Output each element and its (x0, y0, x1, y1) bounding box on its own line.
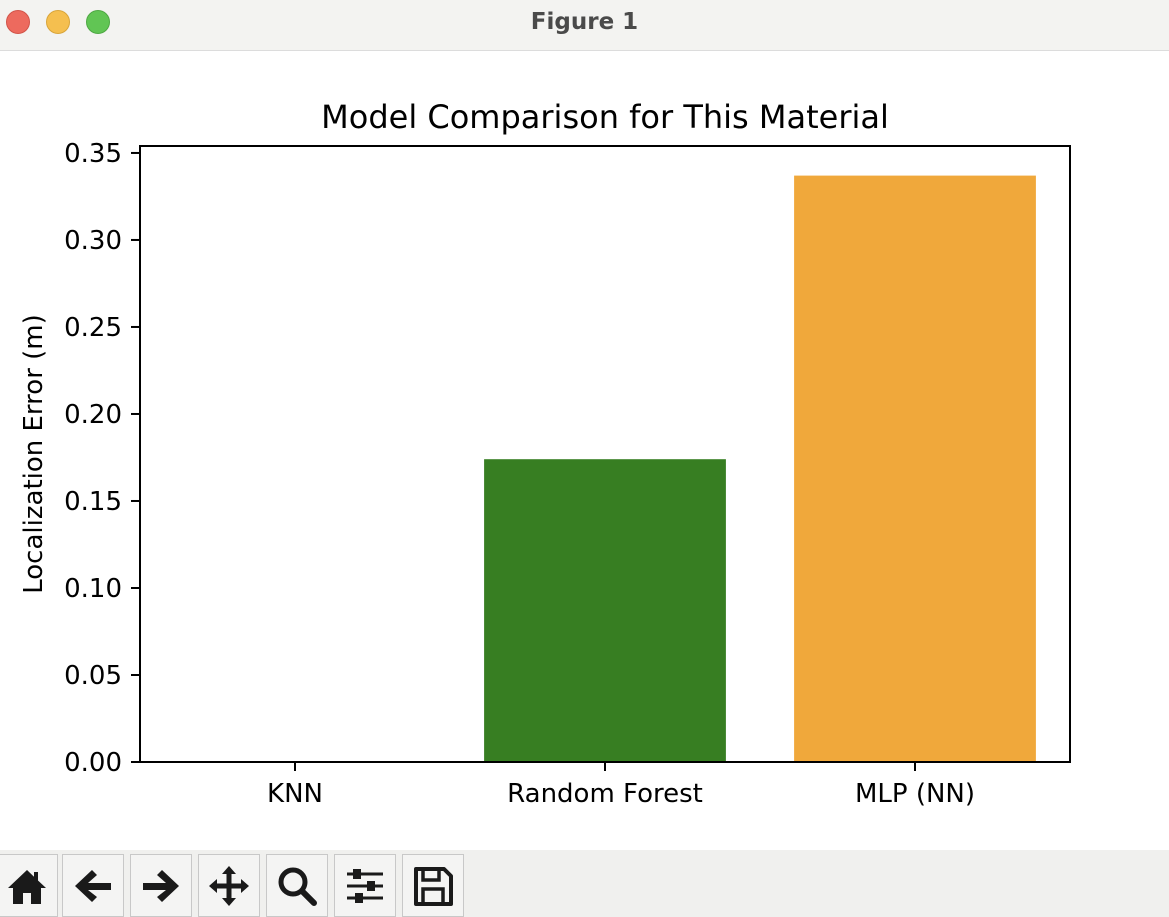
y-tick-label: 0.25 (64, 313, 122, 343)
home-icon (8, 869, 46, 904)
navigation-toolbar (0, 850, 1169, 917)
y-tick-label: 0.00 (64, 748, 122, 778)
y-tick-label: 0.35 (64, 139, 122, 169)
plot-area: 0.00 0.05 0.10 0.15 0.20 0.25 0.30 0.35 KNN Rando… (0, 51, 1169, 850)
bars-layer (484, 175, 1036, 763)
magnifier-icon (278, 867, 317, 906)
maximize-window-button[interactable] (86, 10, 110, 34)
y-tick-label: 0.20 (64, 400, 122, 430)
back-button[interactable] (62, 854, 124, 917)
bar-random-forest (484, 459, 726, 762)
floppy-disk-icon (414, 866, 453, 906)
zoom-button[interactable] (266, 854, 328, 917)
x-tick-label: Random Forest (507, 779, 703, 809)
home-button[interactable] (0, 854, 58, 917)
y-tick-label: 0.15 (64, 487, 122, 517)
bar-mlp-nn (794, 175, 1036, 763)
x-tick-label: MLP (NN) (855, 779, 975, 809)
y-tick-label: 0.10 (64, 574, 122, 604)
y-tick-label: 0.05 (64, 661, 122, 691)
forward-button[interactable] (130, 854, 192, 917)
minimize-window-button[interactable] (46, 10, 70, 34)
move-icon (209, 865, 249, 906)
y-tick-label: 0.30 (64, 226, 122, 256)
x-tick-label: KNN (267, 779, 323, 809)
title-bar: Figure 1 (0, 0, 1169, 51)
configure-subplots-button[interactable] (334, 854, 396, 917)
pan-button[interactable] (198, 854, 260, 917)
arrow-right-icon (143, 869, 179, 902)
bar-chart: 0.00 0.05 0.10 0.15 0.20 0.25 0.30 0.35 KNN Rando… (19, 98, 1071, 809)
chart-title: Model Comparison for This Material (321, 98, 889, 136)
close-window-button[interactable] (6, 10, 30, 34)
save-button[interactable] (402, 854, 464, 917)
axes-layer: 0.00 0.05 0.10 0.15 0.20 0.25 0.30 0.35 KNN Rando… (64, 139, 1071, 809)
y-axis-label: Localization Error (m) (19, 314, 49, 594)
sliders-icon (347, 868, 383, 903)
arrow-left-icon (75, 869, 111, 902)
window-title: Figure 1 (530, 9, 639, 35)
